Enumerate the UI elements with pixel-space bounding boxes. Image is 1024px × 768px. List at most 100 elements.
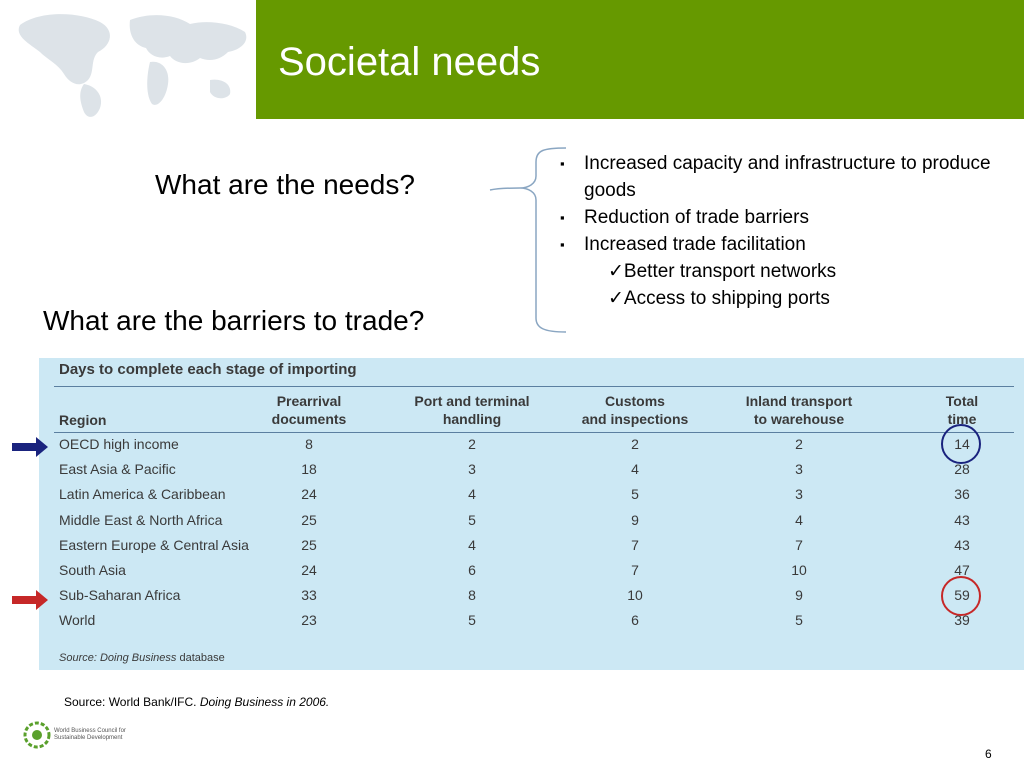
table-row: South Asia 24 6 7 10 47 xyxy=(59,562,1014,587)
cell-region: World xyxy=(59,612,96,629)
checkmark-icon: ✓ xyxy=(608,288,624,309)
table-row: East Asia & Pacific 18 3 4 3 28 xyxy=(59,461,1014,486)
cell-prearrival: 8 xyxy=(305,436,313,452)
wbcsd-logo: World Business Council for Sustainable D… xyxy=(22,718,142,754)
bullet-item: ▪ Reduction of trade barriers xyxy=(560,204,1000,231)
header-line: Prearrival xyxy=(276,393,342,409)
checkmark-icon: ✓ xyxy=(608,261,624,282)
table-row: OECD high income 8 2 2 2 14 xyxy=(59,436,1014,461)
bullet-item: ▪ Increased capacity and infrastructure … xyxy=(560,150,1000,204)
cell-customs: 10 xyxy=(627,587,643,604)
cell-prearrival: 25 xyxy=(301,511,317,528)
cell-prearrival: 18 xyxy=(301,461,317,478)
header-port: Port and terminal handling xyxy=(397,392,547,428)
highlight-circle-sub-saharan xyxy=(941,576,981,616)
source-suffix: database xyxy=(176,652,225,664)
cell-customs: 2 xyxy=(631,436,639,452)
header-line: Customs xyxy=(605,393,665,409)
sub-bullet-text: Better transport networks xyxy=(623,261,837,282)
cell-total: 39 xyxy=(954,612,970,629)
logo-text: World Business Council for Sustainable D… xyxy=(54,728,126,741)
page-number: 6 xyxy=(985,747,992,761)
cell-customs: 7 xyxy=(631,536,639,553)
table-row: World 23 5 6 5 39 xyxy=(59,612,1014,637)
table-row: Latin America & Caribbean 24 4 5 3 36 xyxy=(59,486,1014,511)
cell-prearrival: 25 xyxy=(301,536,317,553)
import-days-table: Days to complete each stage of importing… xyxy=(39,358,1024,670)
cell-customs: 4 xyxy=(631,461,639,478)
table-source-note: Source: Doing Business database xyxy=(59,652,225,664)
table-row: Middle East & North Africa 25 5 9 4 43 xyxy=(59,512,1014,537)
header-line: documents xyxy=(271,411,347,427)
header-region: Region xyxy=(59,412,107,428)
header-line: Total xyxy=(945,393,979,409)
cell-region: Sub-Saharan Africa xyxy=(59,587,181,604)
bullet-marker-icon: ▪ xyxy=(560,156,565,171)
header-line: handling xyxy=(442,411,502,427)
cell-port: 8 xyxy=(468,587,476,604)
cell-prearrival: 24 xyxy=(301,562,317,578)
header-line: and inspections xyxy=(581,411,689,427)
cell-customs: 9 xyxy=(631,511,639,528)
cell-inland: 4 xyxy=(795,511,803,528)
cell-region: East Asia & Pacific xyxy=(59,461,176,478)
question-needs: What are the needs? xyxy=(155,169,415,200)
cell-port: 5 xyxy=(468,612,476,629)
cell-customs: 5 xyxy=(631,486,639,503)
slide-title: Societal needs xyxy=(278,40,541,84)
table-row: Eastern Europe & Central Asia 25 4 7 7 43 xyxy=(59,537,1014,562)
cell-region: Middle East & North Africa xyxy=(59,511,223,528)
arrow-sub-saharan-icon xyxy=(12,590,48,610)
cell-total: 47 xyxy=(954,562,970,578)
cell-port: 2 xyxy=(468,436,476,452)
cell-total: 36 xyxy=(954,486,970,503)
sub-bullet-item: ✓Access to shipping ports xyxy=(560,285,1000,312)
header-line: time xyxy=(947,411,977,427)
arrow-oecd-icon xyxy=(12,437,48,457)
bullet-text: Increased trade facilitation xyxy=(584,234,806,255)
header-line: Port and terminal xyxy=(414,393,530,409)
table-title: Days to complete each stage of importing xyxy=(59,361,357,378)
cell-region: Eastern Europe & Central Asia xyxy=(59,536,249,553)
cell-region: South Asia xyxy=(59,562,126,578)
cell-inland: 3 xyxy=(795,461,803,478)
table-top-rule xyxy=(54,386,1014,387)
header-inland: Inland transport to warehouse xyxy=(729,392,869,428)
cell-port: 3 xyxy=(468,461,476,478)
title-bar: Societal needs xyxy=(256,0,1024,119)
header-customs: Customs and inspections xyxy=(567,392,703,428)
header-line: to warehouse xyxy=(753,411,845,427)
cell-region: Latin America & Caribbean xyxy=(59,486,226,503)
needs-bullet-list: ▪ Increased capacity and infrastructure … xyxy=(560,150,1000,312)
header-total: Total time xyxy=(919,392,1005,428)
cell-inland: 3 xyxy=(795,486,803,503)
cell-total: 28 xyxy=(954,461,970,478)
question-barriers: What are the barriers to trade? xyxy=(43,305,425,336)
cell-port: 6 xyxy=(468,562,476,578)
sub-bullet-item: ✓Better transport networks xyxy=(560,258,1000,285)
wbcsd-logo-icon xyxy=(23,721,51,749)
highlight-circle-oecd xyxy=(941,424,981,464)
table-header-rule xyxy=(54,432,1014,433)
bullet-text: Reduction of trade barriers xyxy=(584,207,809,228)
table-row: Sub-Saharan Africa 33 8 10 9 59 xyxy=(59,587,1014,612)
footer-source-title: Doing Business in 2006. xyxy=(199,695,330,709)
cell-inland: 5 xyxy=(795,612,803,629)
bullet-marker-icon: ▪ xyxy=(560,237,565,252)
bullet-item: ▪ Increased trade facilitation xyxy=(560,231,1000,258)
cell-region: OECD high income xyxy=(59,436,179,452)
world-map-decoration xyxy=(18,14,247,117)
header-line: Inland transport xyxy=(745,393,853,409)
header-prearrival: Prearrival documents xyxy=(259,392,359,428)
source-prefix: Source: xyxy=(59,652,100,664)
cell-customs: 6 xyxy=(631,612,639,629)
footer-source-prefix: Source: World Bank/IFC. xyxy=(64,695,200,709)
cell-inland: 7 xyxy=(795,536,803,553)
cell-prearrival: 33 xyxy=(301,587,317,604)
bullet-text: Increased capacity and infrastructure to… xyxy=(584,153,991,201)
cell-inland: 2 xyxy=(795,436,803,452)
curly-brace xyxy=(489,147,567,333)
cell-inland: 9 xyxy=(795,587,803,604)
sub-bullet-text: Access to shipping ports xyxy=(623,288,830,309)
cell-customs: 7 xyxy=(631,562,639,578)
